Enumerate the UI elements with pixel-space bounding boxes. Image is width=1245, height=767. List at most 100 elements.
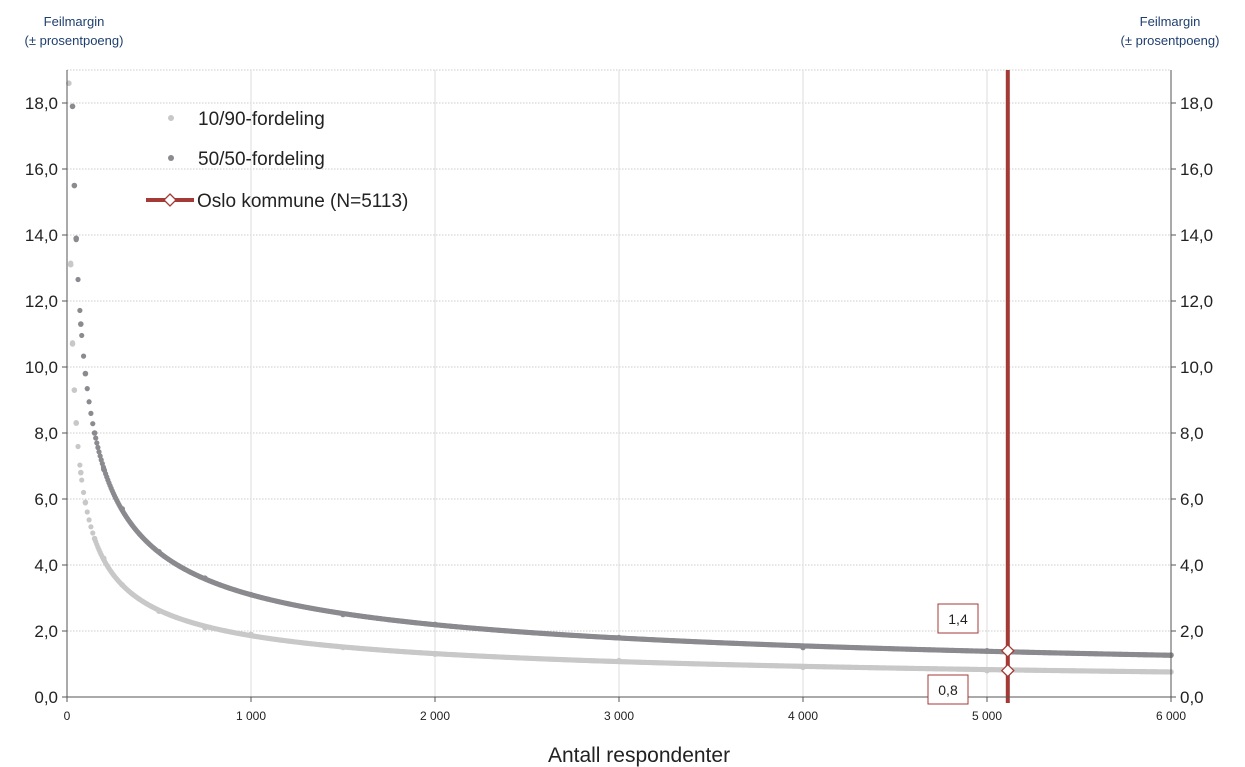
data-point xyxy=(73,420,79,426)
y-tick-label-left: 16,0 xyxy=(25,160,58,179)
y-tick-label-right: 6,0 xyxy=(1180,490,1204,509)
data-point xyxy=(91,535,98,542)
callout-label: 0,8 xyxy=(938,682,958,698)
curve-dot xyxy=(84,509,90,515)
data-point xyxy=(616,657,622,664)
curve-dot xyxy=(75,276,81,283)
curve-dot xyxy=(90,530,96,536)
data-callout: 0,8 xyxy=(927,674,969,705)
curve-dot xyxy=(93,435,99,441)
oslo-marker xyxy=(1000,663,1015,678)
legend-item: Oslo kommune (N=5113) xyxy=(146,191,408,212)
data-point xyxy=(340,611,346,618)
curve-dot xyxy=(80,489,87,496)
y-tick-label-left: 2,0 xyxy=(34,622,58,641)
y-axis-unit-label-right: Feilmargin (± prosentpoeng) xyxy=(1095,12,1245,50)
unit-label-line-1: Feilmargin xyxy=(43,14,105,29)
curve-dot xyxy=(84,386,90,392)
legend: 10/90-fordeling 50/50-fordeling Oslo kommu… xyxy=(146,109,408,212)
curve-dot xyxy=(88,410,94,416)
data-point xyxy=(91,430,98,436)
y-tick-label-left: 18,0 xyxy=(25,94,58,113)
series-10-90 xyxy=(66,80,1174,675)
series-layer xyxy=(66,70,1174,703)
data-point xyxy=(71,387,78,393)
unit-label-line-1: Feilmargin xyxy=(1139,14,1201,29)
legend-label: 10/90-fordeling xyxy=(198,109,325,130)
y-tick-label-right: 10,0 xyxy=(1180,358,1213,377)
x-tick-label: 3 000 xyxy=(604,709,634,723)
curve-dot xyxy=(86,517,92,523)
data-point xyxy=(71,182,78,189)
curve-dot xyxy=(79,332,85,339)
y-tick-label-right: 8,0 xyxy=(1180,424,1204,443)
data-point xyxy=(69,341,76,347)
y-tick-label-left: 14,0 xyxy=(25,226,58,245)
data-point xyxy=(119,506,125,512)
curve-dot xyxy=(77,462,83,468)
callout-label: 1,4 xyxy=(948,611,968,627)
y-tick-label-right: 12,0 xyxy=(1180,292,1213,311)
x-tick-label: 5 000 xyxy=(972,709,1002,723)
y-tick-label-right: 2,0 xyxy=(1180,622,1204,641)
data-point xyxy=(101,555,107,562)
y-tick-label-left: 4,0 xyxy=(34,556,58,575)
y-tick-label-left: 0,0 xyxy=(34,688,58,707)
series-50-50 xyxy=(69,103,1174,658)
curve-dot xyxy=(86,399,92,405)
data-point xyxy=(432,621,438,628)
curve-dot xyxy=(97,453,103,459)
unit-label-line-2: (± prosentpoeng) xyxy=(24,33,124,48)
data-point xyxy=(984,667,990,674)
y-tick-label-right: 4,0 xyxy=(1180,556,1204,575)
data-point xyxy=(156,549,162,555)
data-point xyxy=(78,469,84,476)
data-point xyxy=(248,591,254,598)
data-point xyxy=(119,582,125,588)
y-tick-label-right: 0,0 xyxy=(1180,688,1204,707)
y-tick-label-right: 14,0 xyxy=(1180,226,1213,245)
legend-swatch xyxy=(168,155,174,161)
curve-dot xyxy=(88,524,94,530)
x-axis-title: Antall respondenter xyxy=(548,744,730,767)
data-point xyxy=(73,235,79,242)
curve-dot xyxy=(96,449,102,455)
data-point xyxy=(69,103,76,110)
y-tick-label-right: 16,0 xyxy=(1180,160,1213,179)
oslo-marker xyxy=(1000,643,1015,658)
legend-item: 50/50-fordeling xyxy=(168,149,325,170)
legend-item: 10/90-fordeling xyxy=(168,109,325,130)
y-tick-label-right: 18,0 xyxy=(1180,94,1213,113)
data-point xyxy=(616,634,622,641)
callouts: 1,4 0,8 xyxy=(927,603,979,705)
x-tick-label: 2 000 xyxy=(420,709,450,723)
callout-box xyxy=(927,674,969,705)
data-point xyxy=(432,651,438,657)
y-tick-label-left: 8,0 xyxy=(34,424,58,443)
y-tick-label-left: 6,0 xyxy=(34,490,58,509)
unit-label-line-2: (± prosentpoeng) xyxy=(1120,33,1220,48)
curve-dot xyxy=(95,444,101,451)
y-axis-unit-label-left: Feilmargin (± prosentpoeng) xyxy=(0,12,148,50)
x-tick-label: 1 000 xyxy=(236,709,266,723)
data-point xyxy=(78,321,84,327)
legend-swatch xyxy=(168,115,174,121)
legend-label: 50/50-fordeling xyxy=(198,149,325,170)
grid-lines xyxy=(67,69,1171,697)
axes xyxy=(62,70,1176,702)
data-callout: 1,4 xyxy=(937,603,979,634)
callout-box xyxy=(937,603,979,634)
curve-dot xyxy=(77,307,83,314)
data-point xyxy=(800,644,806,651)
data-point xyxy=(156,608,162,614)
data-point xyxy=(67,261,74,268)
x-tick-label: 4 000 xyxy=(788,709,818,723)
data-point xyxy=(340,644,346,651)
series-oslo-kommune xyxy=(1000,70,1015,703)
curve-dot xyxy=(79,477,85,483)
data-point xyxy=(82,499,89,506)
y-tick-label-left: 12,0 xyxy=(25,292,58,311)
y-tick-label-left: 10,0 xyxy=(25,358,58,377)
data-point xyxy=(202,624,208,631)
data-point xyxy=(984,648,990,654)
